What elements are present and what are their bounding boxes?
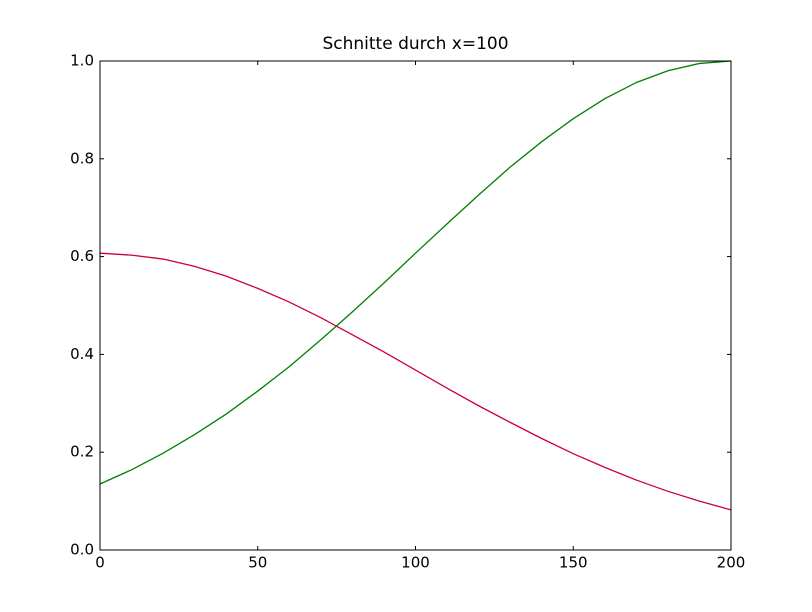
- x-tick-label: 150: [559, 554, 588, 572]
- data-line: [99, 252, 732, 511]
- y-tick-label: 0.0: [70, 541, 94, 559]
- y-tick-label: 1.0: [70, 52, 94, 70]
- x-tick-label: 200: [717, 554, 746, 572]
- y-tick-label: 0.4: [70, 345, 94, 363]
- chart-title: Schnitte durch x=100: [322, 34, 508, 54]
- data-line: [99, 60, 732, 485]
- x-tick-label: 0: [95, 554, 105, 572]
- y-tick-label: 0.2: [70, 443, 94, 461]
- y-tick-label: 0.8: [70, 149, 94, 167]
- x-tick-label: 100: [401, 554, 430, 572]
- y-tick-label: 0.6: [70, 247, 94, 265]
- x-tick-label: 50: [248, 554, 267, 572]
